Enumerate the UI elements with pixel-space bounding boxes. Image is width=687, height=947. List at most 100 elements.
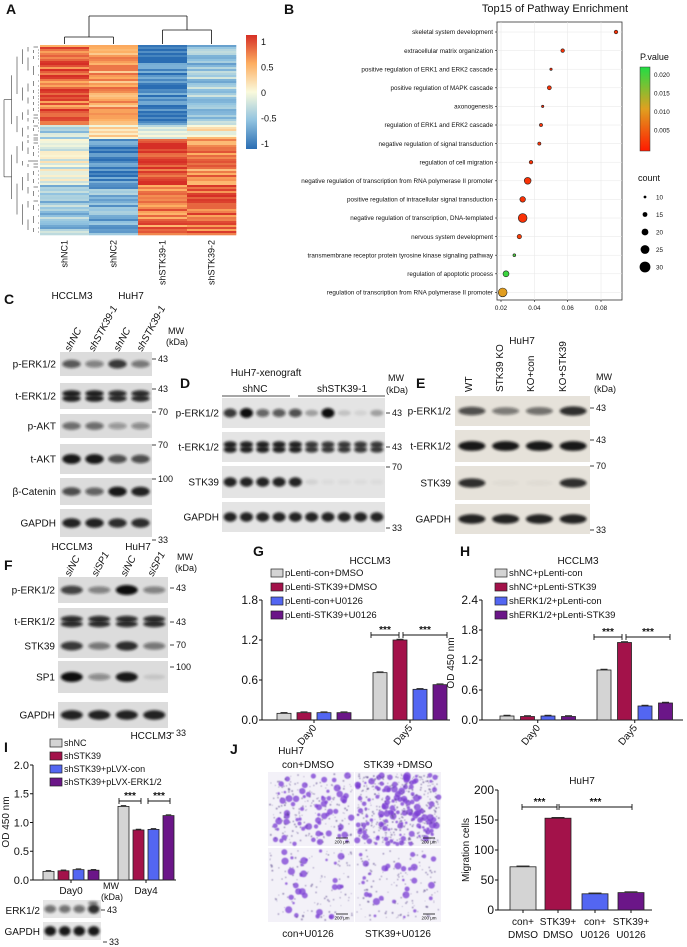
protein-band — [85, 422, 104, 430]
stained-cell — [361, 801, 367, 807]
stained-cell — [407, 912, 409, 914]
heatmap-cell — [187, 197, 237, 200]
stained-cell — [406, 901, 408, 903]
stained-cell — [413, 803, 421, 811]
heatmap-column-label: shSTK39-2 — [207, 240, 217, 285]
stained-cell — [270, 782, 272, 784]
stained-cell — [363, 802, 365, 804]
heatmap-cell — [138, 157, 188, 160]
heatmap-cell — [40, 111, 90, 114]
blot-row-label: SP1 — [36, 673, 55, 684]
protein-band — [87, 904, 100, 914]
y-tick-label: 0.6 — [461, 683, 478, 697]
stained-cell — [433, 809, 435, 811]
stained-cell — [432, 774, 438, 780]
protein-band — [58, 926, 71, 936]
stained-cell — [378, 910, 380, 912]
stained-cell — [269, 858, 271, 860]
protein-band — [143, 586, 166, 594]
group-label: shSTK39-1 — [317, 384, 367, 395]
lane-label: WT — [464, 376, 475, 392]
plot-area — [496, 21, 623, 301]
stained-cell — [368, 778, 375, 785]
stained-cell — [333, 826, 336, 828]
stained-cell — [304, 800, 306, 802]
heatmap-cell — [89, 109, 139, 112]
stained-cell — [382, 852, 385, 855]
stained-cell — [314, 902, 316, 904]
heatmap-cell — [187, 131, 237, 134]
stained-cell — [385, 831, 388, 834]
stained-cell — [435, 821, 438, 824]
stained-cell — [370, 870, 373, 873]
stained-cell — [316, 838, 323, 846]
panel-label-C: C — [4, 291, 14, 307]
y-tick-label: 100 — [474, 843, 494, 857]
stained-cell — [428, 881, 435, 889]
stained-cell — [396, 917, 397, 919]
stained-cell — [421, 817, 423, 819]
bar — [87, 869, 100, 881]
heatmap-cell — [187, 105, 237, 108]
stained-cell — [431, 787, 437, 793]
heatmap-cell — [40, 63, 90, 66]
y-tick-label: transmembrane receptor protein tyrosine … — [307, 252, 493, 259]
legend-tick: 15 — [656, 212, 664, 219]
y-tick-label: 2.4 — [461, 593, 478, 607]
heatmap-cell — [187, 179, 237, 182]
stained-cell — [390, 828, 393, 830]
blot-row-label: p-ERK1/2 — [12, 586, 56, 597]
stained-cell — [418, 861, 421, 864]
mw-marker: 70 — [596, 461, 606, 471]
significance-label: *** — [419, 625, 431, 636]
heatmap-cell — [89, 119, 139, 122]
stained-cell — [370, 824, 373, 827]
stained-cell — [397, 878, 399, 881]
y-tick-label: 1.2 — [461, 653, 478, 667]
stained-cell — [397, 914, 400, 917]
heatmap-cell — [187, 117, 237, 120]
heatmap-cell — [187, 121, 237, 124]
colorbar-tick: 0.5 — [261, 63, 274, 73]
stained-cell — [361, 824, 363, 827]
heatmap-cell — [40, 93, 90, 96]
heatmap-cell — [89, 107, 139, 110]
stained-cell — [292, 794, 294, 796]
heatmap-cell — [138, 57, 188, 60]
stained-cell — [399, 833, 402, 837]
heatmap-cell — [40, 99, 90, 102]
stained-cell — [356, 863, 359, 866]
x-tick-label: 0.06 — [562, 305, 575, 312]
heatmap-cell — [187, 63, 237, 66]
stained-cell — [292, 820, 295, 823]
stained-cell — [350, 791, 352, 793]
heatmap-cell — [89, 181, 139, 184]
stained-cell — [294, 856, 297, 859]
stained-cell — [298, 817, 302, 821]
size-legend-dot — [643, 195, 647, 199]
bar — [581, 893, 609, 911]
stained-cell — [344, 772, 351, 779]
kda-label: (kDa) — [175, 563, 197, 573]
stained-cell — [357, 813, 360, 817]
stained-cell — [279, 811, 282, 814]
protein-band — [525, 407, 553, 415]
heatmap-cell — [187, 205, 237, 208]
heatmap-cell — [138, 143, 188, 146]
blot-title: HuH7 — [509, 336, 535, 347]
stained-cell — [317, 902, 319, 905]
stained-cell — [357, 796, 363, 801]
protein-band — [370, 512, 384, 522]
heatmap-cell — [89, 207, 139, 210]
stained-cell — [340, 795, 348, 803]
lane-label: KO+con — [526, 356, 537, 392]
stained-cell — [402, 891, 410, 899]
stained-cell — [305, 834, 308, 837]
blot-f-0 — [58, 577, 168, 603]
stained-cell — [429, 798, 431, 800]
protein-band — [288, 446, 302, 453]
data-point — [613, 29, 619, 35]
stained-cell — [328, 911, 331, 913]
protein-band — [143, 674, 166, 680]
stained-cell — [420, 786, 422, 789]
